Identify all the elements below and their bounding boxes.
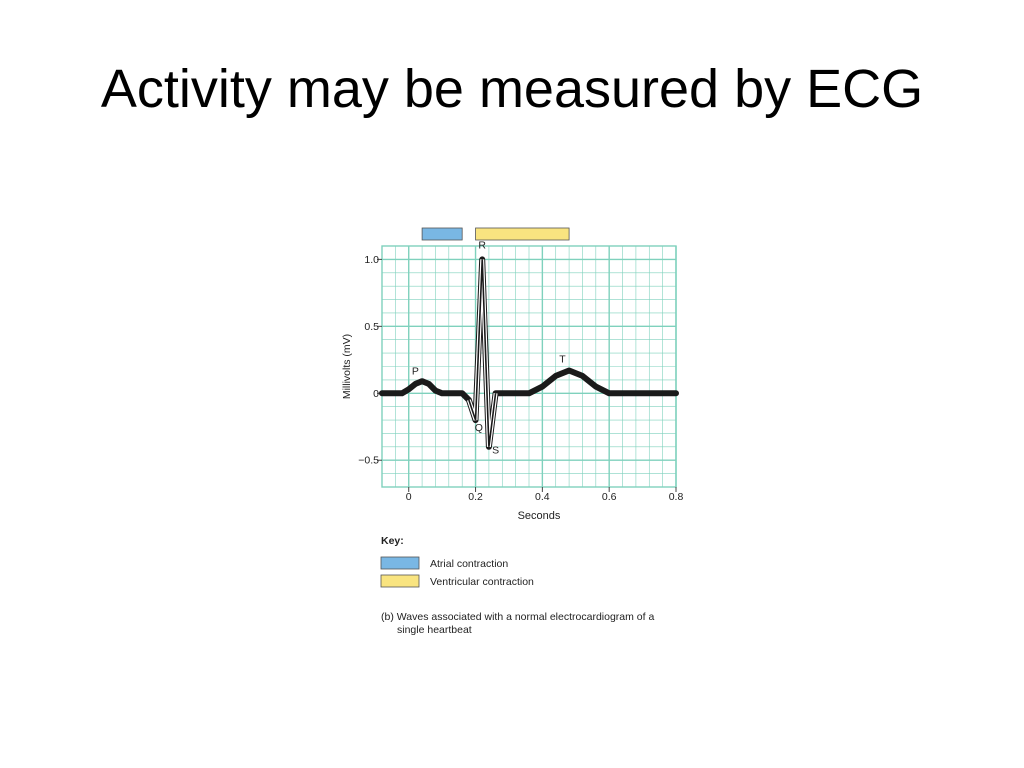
y-tick-label: 0.5 [364, 321, 379, 333]
key-legend: Key: Atrial contraction Ventricular contr… [380, 535, 534, 588]
axis-ticks: 0 0.2 0.4 0.6 0.8 1.0 0.5 0 −0.5 [358, 254, 683, 503]
wave-label-s: S [492, 445, 499, 457]
grid-minor [381, 245, 677, 488]
y-tick-label: 0 [373, 388, 379, 400]
y-tick-label: −0.5 [358, 455, 379, 467]
key-label: Atrial contraction [430, 558, 508, 570]
wave-label-r: R [478, 240, 486, 252]
x-tick-label: 0.2 [468, 491, 483, 503]
plot-frame [381, 245, 677, 488]
x-axis-label: Seconds [518, 510, 561, 522]
key-swatch [380, 556, 420, 570]
phase-bars [421, 227, 570, 241]
figure-caption: (b) Waves associated with a normal elect… [381, 611, 701, 637]
wave-annotations: P Q R S T [412, 240, 566, 457]
ventricular-phase-bar [475, 227, 570, 241]
caption-line-1: (b) Waves associated with a normal elect… [381, 611, 655, 623]
key-title: Key: [381, 535, 404, 547]
qrs-spike [468, 259, 497, 447]
wave-label-q: Q [475, 422, 483, 434]
x-tick-label: 0.8 [669, 491, 684, 503]
wave-label-p: P [412, 366, 419, 378]
x-tick-label: 0 [406, 491, 412, 503]
x-tick-label: 0.4 [535, 491, 550, 503]
y-axis-label: Millivolts (mV) [341, 334, 353, 399]
caption-line-2: single heartbeat [397, 624, 472, 636]
slide-title: Activity may be measured by ECG [100, 59, 924, 119]
y-tick-label: 1.0 [364, 254, 379, 266]
wave-label-t: T [559, 353, 566, 365]
atrial-phase-bar [421, 227, 463, 241]
key-swatch [380, 574, 420, 588]
key-label: Ventricular contraction [430, 576, 534, 588]
x-tick-label: 0.6 [602, 491, 617, 503]
